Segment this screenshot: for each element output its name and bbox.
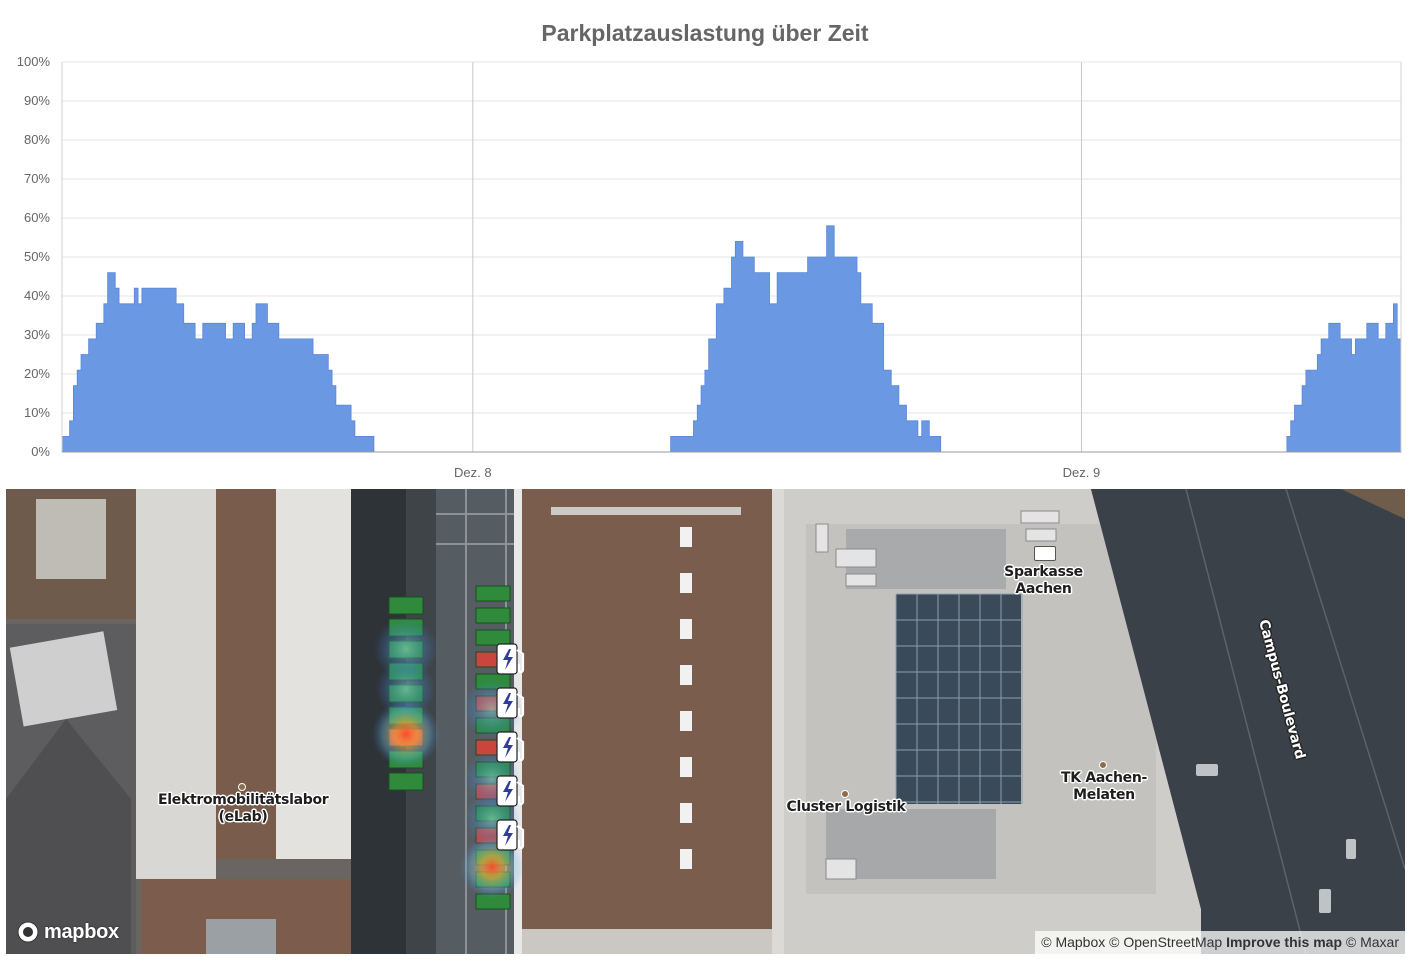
building-roof	[522, 489, 772, 954]
y-tick-label: 50%	[24, 249, 50, 264]
roof-marker	[680, 803, 692, 823]
map-attribution: © Mapbox © OpenStreetMap Improve this ma…	[1035, 931, 1405, 954]
roof-marker	[680, 665, 692, 685]
bank-icon	[1034, 546, 1056, 561]
satellite-map[interactable]: Elektromobilitätslabor (eLab) Cluster Lo…	[6, 489, 1405, 954]
mapbox-logo[interactable]: mapbox	[16, 920, 119, 944]
attribution-maxar-link[interactable]: © Maxar	[1345, 934, 1399, 950]
roof-marker	[680, 527, 692, 547]
parking-space[interactable]	[475, 585, 511, 602]
mapbox-logo-icon	[17, 921, 39, 943]
campus-boulevard-road	[1091, 489, 1405, 954]
x-tick-label: Dez. 8	[454, 465, 492, 480]
roof-marker	[680, 849, 692, 869]
attribution-osm-link[interactable]: © OpenStreetMap	[1109, 934, 1223, 950]
ev-charging-station-icon[interactable]	[496, 731, 525, 763]
y-tick-label: 40%	[24, 288, 50, 303]
heatmap-blob	[460, 835, 524, 899]
elab-label[interactable]: Elektromobilitätslabor (eLab)	[158, 792, 329, 825]
y-tick-label: 0%	[31, 444, 50, 459]
y-tick-label: 80%	[24, 132, 50, 147]
chart-axes: 0% 10% 20% 30% 40% 50% 60% 70% 80% 90% 100% Dez. 8 D…	[17, 54, 1402, 480]
tk-poi-marker[interactable]	[1099, 761, 1107, 769]
building-roof	[136, 489, 216, 879]
roof-marker	[680, 711, 692, 731]
mapbox-logo-text: mapbox	[44, 920, 119, 943]
parking-space[interactable]	[388, 596, 424, 615]
y-tick-label: 60%	[24, 210, 50, 225]
ev-charging-station-icon[interactable]	[496, 687, 525, 719]
y-tick-label: 20%	[24, 366, 50, 381]
parking-space[interactable]	[388, 772, 424, 791]
ev-charging-station-icon[interactable]	[496, 643, 525, 675]
y-tick-label: 30%	[24, 327, 50, 342]
elab-poi-marker[interactable]	[238, 783, 246, 791]
sparkasse-aachen-label[interactable]: Sparkasse Aachen	[1004, 564, 1083, 597]
y-tick-label: 70%	[24, 171, 50, 186]
roof-marker	[680, 573, 692, 593]
roof-marker	[680, 619, 692, 639]
attribution-mapbox-link[interactable]: © Mapbox	[1041, 934, 1106, 950]
y-tick-label: 100%	[17, 54, 51, 69]
tk-aachen-melaten-label[interactable]: TK Aachen- Melaten	[1060, 770, 1148, 803]
chart-area-series	[61, 225, 1402, 453]
cluster-logistik-label[interactable]: Cluster Logistik	[786, 799, 906, 815]
parking-space[interactable]	[475, 607, 511, 624]
y-tick-label: 90%	[24, 93, 50, 108]
occupancy-chart[interactable]: 0% 10% 20% 30% 40% 50% 60% 70% 80% 90% 100% Dez. 8 D…	[0, 0, 1416, 489]
chart-title: Parkplatzauslastung über Zeit	[541, 20, 869, 46]
x-tick-label: Dez. 9	[1063, 465, 1101, 480]
parking-space[interactable]	[475, 629, 511, 646]
improve-map-link[interactable]: Improve this map	[1226, 934, 1342, 950]
building-roof	[276, 489, 351, 859]
roof-marker	[680, 757, 692, 777]
y-tick-label: 10%	[24, 405, 50, 420]
ev-charging-station-icon[interactable]	[496, 775, 525, 807]
occupancy-area[interactable]	[61, 225, 1402, 453]
building-roof	[216, 489, 276, 859]
heatmap-blob	[372, 700, 440, 768]
ev-charging-station-icon[interactable]	[496, 819, 525, 851]
cluster-logistik-poi-marker[interactable]	[841, 790, 849, 798]
